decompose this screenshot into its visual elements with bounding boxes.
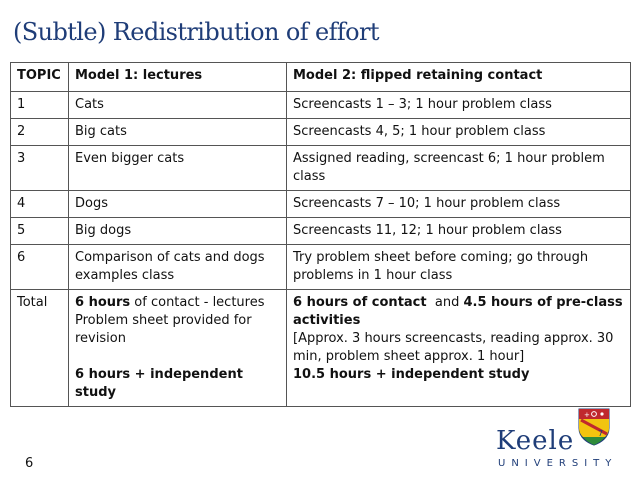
table-row: 4 Dogs Screencasts 7 – 10; 1 hour proble…	[10, 190, 631, 218]
header-model-2: Model 2: flipped retaining contact	[286, 62, 631, 92]
total-model-1-hours: 6 hours	[75, 295, 131, 310]
model-1-cell: Big dogs	[68, 217, 287, 245]
model-2-cell: Screencasts 7 – 10; 1 hour problem class	[286, 190, 631, 218]
table-row: 3 Even bigger cats Assigned reading, scr…	[10, 145, 631, 191]
total-model-2-detail: [Approx. 3 hours screencasts, reading ap…	[293, 331, 614, 364]
table-row: 2 Big cats Screencasts 4, 5; 1 hour prob…	[10, 118, 631, 146]
total-model-2-summary: 10.5 hours + independent study	[293, 367, 530, 382]
model-2-cell: Screencasts 11, 12; 1 hour problem class	[286, 217, 631, 245]
table-row: 1 Cats Screencasts 1 – 3; 1 hour problem…	[10, 91, 631, 119]
table-header-row: TOPIC Model 1: lectures Model 2: flipped…	[10, 62, 631, 92]
total-model-2-cell: 6 hours of contact and 4.5 hours of pre-…	[286, 289, 631, 407]
total-label: Total	[10, 289, 69, 407]
table-row: 6 Comparison of cats and dogs examples c…	[10, 244, 631, 290]
model-2-cell: Try problem sheet before coming; go thro…	[286, 244, 631, 290]
keele-university-logo: + 7 Keele UNIVERSITY	[494, 408, 624, 470]
model-2-cell: Screencasts 4, 5; 1 hour problem class	[286, 118, 631, 146]
model-1-cell: Comparison of cats and dogs examples cla…	[68, 244, 287, 290]
topic-cell: 5	[10, 217, 69, 245]
topic-cell: 2	[10, 118, 69, 146]
shield-cross-icon: +	[584, 411, 590, 419]
topic-cell: 1	[10, 91, 69, 119]
total-model-1-cell: 6 hours of contact - lectures Problem sh…	[68, 289, 287, 407]
topic-cell: 4	[10, 190, 69, 218]
header-topic: TOPIC	[10, 62, 69, 92]
model-1-cell: Even bigger cats	[68, 145, 287, 191]
model-1-cell: Big cats	[68, 118, 287, 146]
total-model-2-contact: 6 hours of contact	[293, 295, 427, 310]
model-1-cell: Dogs	[68, 190, 287, 218]
model-1-cell: Cats	[68, 91, 287, 119]
page-number: 6	[25, 456, 34, 471]
total-model-2-preclass: 4.5 hours of pre-class activities	[293, 295, 623, 328]
header-model-1: Model 1: lectures	[68, 62, 287, 92]
total-row: Total 6 hours of contact - lectures Prob…	[10, 289, 631, 407]
total-model-2-and: and	[426, 295, 464, 310]
comparison-table: TOPIC Model 1: lectures Model 2: flipped…	[10, 62, 631, 407]
logo-wordmark: Keele	[496, 426, 575, 456]
topic-cell: 3	[10, 145, 69, 191]
shield-numeral: 7	[598, 429, 603, 438]
university-shield-icon: + 7	[578, 408, 610, 446]
total-model-1-revision: Problem sheet provided for revision	[75, 313, 252, 346]
total-model-1-summary: 6 hours + independent study	[75, 367, 243, 400]
model-2-cell: Assigned reading, screencast 6; 1 hour p…	[286, 145, 631, 191]
topic-cell: 6	[10, 244, 69, 290]
total-model-1-contact: of contact - lectures	[130, 295, 265, 310]
logo-subtitle: UNIVERSITY	[498, 458, 618, 469]
model-2-cell: Screencasts 1 – 3; 1 hour problem class	[286, 91, 631, 119]
table-row: 5 Big dogs Screencasts 11, 12; 1 hour pr…	[10, 217, 631, 245]
slide-title: (Subtle) Redistribution of effort	[13, 18, 380, 46]
